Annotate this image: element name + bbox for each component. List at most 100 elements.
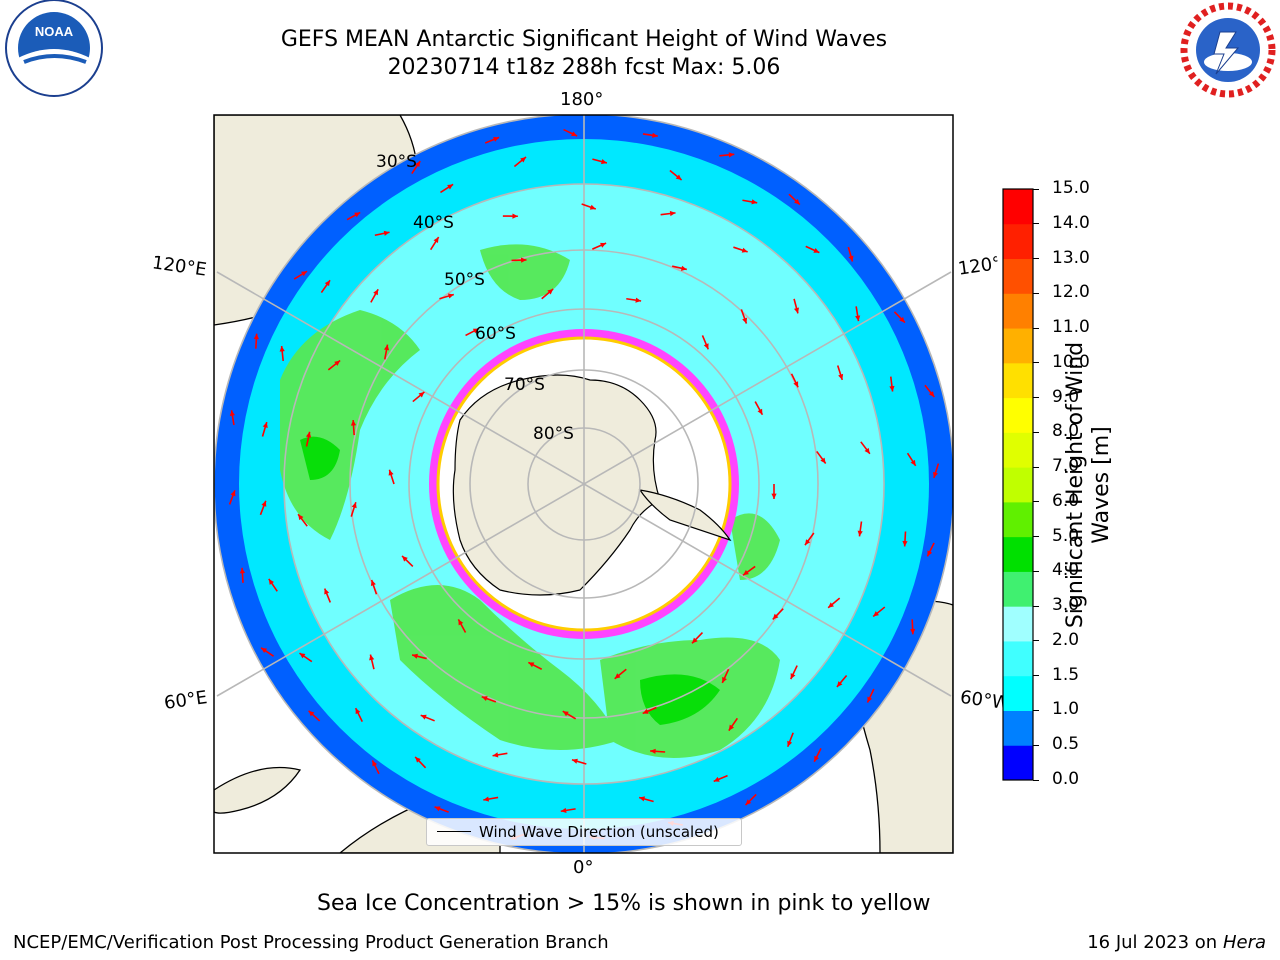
wave-arrow-head [669, 210, 676, 217]
wave-arrow-head [388, 469, 394, 476]
wave-arrow-head [933, 471, 938, 478]
colorbar-tick-mark [1033, 779, 1039, 781]
colorbar-tick-mark [1033, 397, 1039, 399]
wave-arrow-head [492, 752, 499, 758]
wave-arrow-head [324, 280, 331, 287]
colorbar-tick-mark [1033, 223, 1039, 225]
antarctica-land [452, 374, 661, 596]
wave-green-zones [280, 244, 780, 758]
colorbar-tick-mark [1033, 501, 1039, 503]
wave-arrow-head [415, 161, 421, 168]
wave-arrow-head [229, 410, 235, 416]
wave-arrow-head [703, 343, 709, 350]
wave-arrow-head [864, 447, 870, 454]
lon-label-180: 180° [560, 89, 604, 110]
colorbar-tick-mark [1033, 640, 1039, 642]
colorbar-swatch [1003, 640, 1033, 677]
colorbar [1002, 188, 1034, 781]
wave-arrow-head [836, 681, 843, 687]
wave-arrow-head [794, 198, 800, 205]
colorbar-swatch [1003, 432, 1033, 468]
wave-arrow-head [402, 555, 408, 562]
wave-arrow-head [418, 391, 425, 398]
colorbar-tick-mark [1033, 327, 1039, 329]
wave-arrow-head [520, 157, 527, 163]
nws-logo [1180, 2, 1276, 98]
colorbar-swatch [1003, 710, 1033, 746]
wave-arrow-head [728, 724, 735, 731]
wave-arrow-head [722, 676, 727, 683]
lat-label-70s: 70°S [504, 375, 545, 395]
wave-arrow-head [447, 293, 454, 299]
wave-arrow-head [383, 344, 390, 351]
wave-arrow-head [415, 756, 421, 763]
chart-subtitle: 20230714 t18z 288h fcst Max: 5.06 [387, 55, 781, 80]
wave-arrow-head [262, 422, 268, 429]
wave-arrow-head [372, 760, 378, 767]
wave-arrow-head [680, 265, 687, 271]
wave-arrow-head [350, 420, 357, 426]
wave-arrow-head [298, 514, 304, 521]
wave-arrow-head [899, 316, 905, 323]
colorbar-tick-label: 11.0 [1052, 317, 1090, 338]
wave-arrow-head [642, 708, 649, 714]
wave-arrow-head [742, 317, 748, 324]
colorbar-tick-label: 1.5 [1052, 664, 1080, 685]
wave-arrow-head [324, 588, 330, 595]
wave-arrow-head [855, 315, 861, 322]
wave-arrow-head [745, 799, 752, 806]
colorbar-title-line1: Significant Height of Wind [1063, 341, 1088, 629]
wave-arrow-head [562, 711, 569, 717]
wave-arrow-head [743, 569, 749, 576]
colorbar-swatch [1003, 675, 1033, 711]
wave-arrow-head [790, 673, 796, 680]
wave-arrow-head [600, 242, 607, 248]
footer-date: 16 Jul 2023 on Hera [1087, 932, 1266, 953]
colorbar-tick-mark [1033, 292, 1039, 294]
wave-arrow-head [434, 806, 441, 812]
wave-arrow-head [728, 152, 735, 158]
wave-arrow-head [873, 611, 880, 617]
wave-arrow-head [814, 755, 820, 762]
wave-arrow-head [369, 654, 375, 661]
colorbar-swatch [1003, 293, 1033, 329]
wave-arrow-head [927, 550, 933, 557]
footer-date-text: 16 Jul 2023 on [1087, 932, 1223, 953]
wave-arrow-head [355, 708, 361, 715]
colorbar-tick-mark [1033, 258, 1039, 260]
wave-arrow-head [301, 271, 308, 277]
colorbar-tick-mark [1033, 570, 1039, 572]
sea-ice-note: Sea Ice Concentration > 15% is shown in … [317, 891, 931, 916]
legend-line-swatch [437, 831, 471, 832]
wave-arrow-head [261, 647, 268, 654]
wave-arrow-head [230, 490, 236, 497]
wave-arrow-head [741, 247, 748, 253]
madagascar-land [214, 766, 302, 814]
colorbar-tick-label: 7.0 [1052, 456, 1080, 477]
wave-arrow-head [334, 360, 341, 366]
colorbar-tick-label: 0.0 [1052, 769, 1080, 789]
wave-arrow-head [373, 289, 379, 296]
noaa-logo: NOAA [5, 0, 103, 97]
colorbar-tick-mark [1033, 466, 1039, 468]
colorbar-swatch [1003, 467, 1033, 503]
wave-arrow-head [447, 184, 454, 190]
wave-arrow-head [867, 696, 873, 703]
colorbar-tick-mark [1033, 709, 1039, 711]
wave-arrow-head [433, 237, 439, 243]
map-frame [213, 114, 954, 854]
chart-title: GEFS MEAN Antarctic Significant Height o… [280, 27, 888, 52]
wave-arrow-head [308, 710, 315, 717]
wave-arrow-head [370, 579, 376, 586]
wave-arrow-head [472, 328, 479, 334]
colorbar-swatch [1003, 189, 1033, 225]
wave-arrow-head [253, 333, 259, 340]
colorbar-tick-label: 5.0 [1052, 525, 1080, 546]
colorbar-tick-label: 2.0 [1052, 629, 1080, 650]
lon-label-0: 0° [573, 857, 594, 878]
wave-arrow-head [639, 796, 646, 802]
lat-label-60s: 60°S [475, 324, 516, 344]
wave-arrow-head [794, 307, 800, 314]
wave-arrow-head [813, 248, 820, 253]
